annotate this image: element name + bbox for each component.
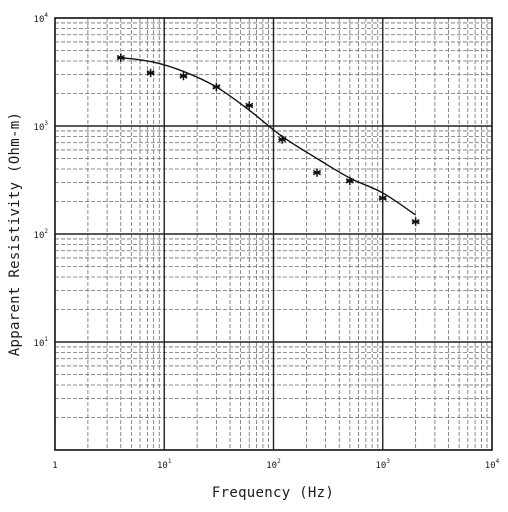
data-point-asterisk (278, 135, 287, 144)
data-point-asterisk (411, 217, 420, 226)
data-point-asterisk (312, 168, 321, 177)
data-point-asterisk (245, 101, 254, 110)
y-axis-label: Apparent Resistivity (Ohm-m) (7, 112, 23, 356)
fit-curve-layer (120, 56, 417, 216)
x-tick-label: 103 (376, 458, 391, 471)
x-tick-label: 104 (485, 458, 500, 471)
grid (55, 18, 492, 450)
x-tick-label: 102 (266, 458, 281, 471)
x-tick-label: 101 (157, 458, 172, 471)
data-point-asterisk (116, 53, 125, 62)
y-tick-label: 101 (34, 336, 49, 349)
data-point-asterisk (212, 82, 221, 92)
plot-frame (54, 17, 493, 451)
data-point-asterisk (345, 176, 354, 186)
y-tick-label: 104 (34, 12, 49, 25)
data-point-asterisk (179, 71, 188, 81)
y-tick-label: 102 (34, 228, 49, 241)
x-tick-label: 1 (52, 461, 57, 471)
data-point-asterisk (146, 68, 155, 78)
x-tick-labels: 1 101 102 103 104 (52, 458, 499, 471)
data-point-asterisk (378, 193, 387, 203)
x-axis-label: Frequency (Hz) (212, 485, 334, 501)
data-points (116, 53, 420, 226)
fit-curve (120, 56, 417, 216)
y-tick-label: 103 (34, 120, 49, 133)
y-tick-labels: 101 102 103 104 (34, 12, 49, 349)
